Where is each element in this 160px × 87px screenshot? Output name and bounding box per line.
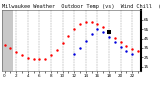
Bar xyxy=(2,10,13,71)
Text: Milwaukee Weather  Outdoor Temp (vs)  Wind Chill  (Last 24 Hours): Milwaukee Weather Outdoor Temp (vs) Wind… xyxy=(2,4,160,9)
